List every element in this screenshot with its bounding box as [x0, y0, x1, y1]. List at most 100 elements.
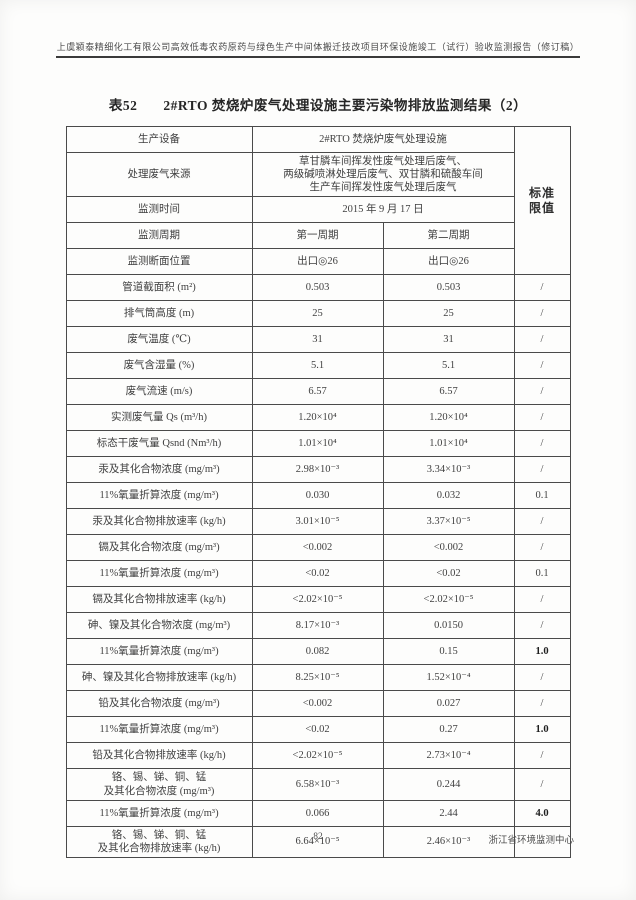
table-row: 废气流速 (m/s) 6.57 6.57 /: [65, 378, 571, 406]
value-cycle1: 6.58×10⁻³: [251, 768, 384, 801]
limit-value: 1.0: [513, 638, 571, 666]
monitoring-table: 生产设备 2#RTO 焚烧炉废气处理设施 标准 限值 处理废气来源 草甘膦车间挥…: [65, 125, 571, 858]
param-label: 废气流速 (m/s): [65, 378, 253, 406]
value-cycle1: 25: [251, 300, 384, 328]
cycle2-header: 第二周期: [382, 222, 515, 250]
value-cycle2: <0.002: [382, 534, 515, 562]
value-cycle2: 0.503: [382, 274, 515, 302]
value-cycle1: <2.02×10⁻⁵: [251, 586, 384, 614]
info-row-position: 监测断面位置 出口◎26 出口◎26: [65, 248, 570, 276]
param-label: 铬、锡、锑、铜、锰 及其化合物排放速率 (kg/h): [65, 825, 253, 858]
table-row: 铅及其化合物排放速率 (kg/h) <2.02×10⁻⁵ 2.73×10⁻⁴ /: [65, 742, 571, 770]
value-cycle2: 0.244: [382, 768, 515, 801]
table-title-text: 2#RTO 焚烧炉废气处理设施主要污染物排放监测结果（2）: [163, 98, 528, 113]
limit-value: /: [513, 508, 571, 536]
param-label: 排气筒高度 (m): [65, 300, 253, 328]
info-row-source: 处理废气来源 草甘膦车间挥发性废气处理后废气、 两级碱喷淋处理后废气、双甘膦和硫…: [65, 151, 570, 198]
value-cycle1: <2.02×10⁻⁵: [251, 742, 384, 770]
value-cycle2: <2.02×10⁻⁵: [382, 586, 515, 614]
value-cycle1: 0.066: [251, 799, 384, 827]
table-row: 铬、锡、锑、铜、锰 及其化合物排放速率 (kg/h) 6.64×10⁻⁵ 2.4…: [65, 825, 571, 858]
table-row: 铬、锡、锑、铜、锰 及其化合物浓度 (mg/m³) 6.58×10⁻³ 0.24…: [65, 768, 571, 801]
value-cycle2: 1.52×10⁻⁴: [382, 664, 515, 692]
param-label: 砷、镍及其化合物排放速率 (kg/h): [65, 664, 253, 692]
page-number: 82: [313, 832, 323, 842]
limit-value: /: [513, 326, 571, 354]
limit-value: /: [513, 534, 571, 562]
value-cycle2: <0.02: [382, 560, 515, 588]
param-label: 11%氧量折算浓度 (mg/m³): [65, 716, 253, 744]
limit-value: /: [513, 300, 571, 328]
value-cycle2: 3.37×10⁻⁵: [382, 508, 515, 536]
param-label: 废气温度 (℃): [65, 326, 253, 354]
limit-value: /: [513, 274, 571, 302]
param-label: 管道截面积 (m²): [65, 274, 253, 302]
table-row: 铅及其化合物浓度 (mg/m³) <0.002 0.027 /: [65, 690, 571, 718]
value-cycle2: 2.44: [382, 799, 515, 827]
value-cycle1: 0.503: [251, 274, 384, 302]
value-cycle1: 2.98×10⁻³: [251, 456, 384, 484]
value-cycle1: 31: [251, 326, 384, 354]
param-label: 11%氧量折算浓度 (mg/m³): [65, 560, 253, 588]
param-label: 11%氧量折算浓度 (mg/m³): [65, 638, 253, 666]
device-value: 2#RTO 焚烧炉废气处理设施: [251, 126, 515, 153]
table-row: 镉及其化合物浓度 (mg/m³) <0.002 <0.002 /: [65, 534, 571, 562]
table-row: 砷、镍及其化合物排放速率 (kg/h) 8.25×10⁻⁵ 1.52×10⁻⁴ …: [65, 664, 571, 692]
value-cycle1: <0.002: [251, 690, 384, 718]
value-cycle1: 6.57: [251, 378, 384, 406]
limit-value: /: [513, 612, 571, 640]
table-row: 砷、镍及其化合物浓度 (mg/m³) 8.17×10⁻³ 0.0150 /: [65, 612, 571, 640]
table-title: 表52 2#RTO 焚烧炉废气处理设施主要污染物排放监测结果（2）: [0, 94, 636, 114]
table-row: 11%氧量折算浓度 (mg/m³) <0.02 0.27 1.0: [65, 716, 571, 744]
table-row: 排气筒高度 (m) 25 25 /: [65, 300, 571, 328]
limit-value: /: [513, 352, 571, 380]
table-row: 汞及其化合物排放速率 (kg/h) 3.01×10⁻⁵ 3.37×10⁻⁵ /: [65, 508, 571, 536]
table-row: 管道截面积 (m²) 0.503 0.503 /: [65, 274, 571, 302]
value-cycle2: 2.73×10⁻⁴: [382, 742, 515, 770]
value-cycle2: 1.20×10⁴: [382, 404, 515, 432]
table-row: 实测废气量 Qs (m³/h) 1.20×10⁴ 1.20×10⁴ /: [65, 404, 571, 432]
limit-value: /: [513, 690, 571, 718]
value-cycle2: 25: [382, 300, 515, 328]
value-cycle2: 2.46×10⁻³: [382, 825, 515, 858]
limit-value: /: [513, 825, 571, 858]
table-row: 标态干废气量 Qsnd (Nm³/h) 1.01×10⁴ 1.01×10⁴ /: [65, 430, 571, 458]
param-label: 废气含湿量 (%): [65, 352, 253, 380]
value-cycle2: 0.032: [382, 482, 515, 510]
param-label: 监测周期: [65, 222, 253, 250]
param-label: 监测断面位置: [65, 248, 253, 276]
value-cycle1: 8.17×10⁻³: [251, 612, 384, 640]
source-value: 草甘膦车间挥发性废气处理后废气、 两级碱喷淋处理后废气、双甘膦和硫酸车间 生产车…: [251, 151, 515, 198]
value-cycle2: 0.027: [382, 690, 515, 718]
header-rule: [56, 56, 580, 58]
param-label: 处理废气来源: [65, 151, 253, 198]
cycle1-header: 第一周期: [251, 222, 384, 250]
limit-value: 1.0: [513, 716, 571, 744]
param-label: 镉及其化合物浓度 (mg/m³): [65, 534, 253, 562]
value-cycle1: 0.030: [251, 482, 384, 510]
value-cycle1: 1.20×10⁴: [251, 404, 384, 432]
limit-value: /: [513, 768, 571, 801]
table-number: 表52: [108, 98, 138, 113]
info-row-cycle: 监测周期 第一周期 第二周期: [65, 222, 570, 250]
position-value-cycle2: 出口◎26: [382, 248, 515, 276]
limit-value: 0.1: [513, 560, 571, 588]
param-label: 标态干废气量 Qsnd (Nm³/h): [65, 430, 253, 458]
param-label: 汞及其化合物浓度 (mg/m³): [65, 456, 253, 484]
value-cycle1: 1.01×10⁴: [251, 430, 384, 458]
footer-organization: 浙江省环境监测中心: [488, 836, 574, 846]
limit-value: /: [513, 742, 571, 770]
limit-value: /: [513, 664, 571, 692]
value-cycle2: 1.01×10⁴: [382, 430, 515, 458]
info-row-time: 监测时间 2015 年 9 月 17 日: [65, 196, 570, 224]
value-cycle2: 0.27: [382, 716, 515, 744]
param-label: 汞及其化合物排放速率 (kg/h): [65, 508, 253, 536]
value-cycle1: <0.002: [251, 534, 384, 562]
header-title-text: 上虞颖泰精细化工有限公司高效低毒农药原药与绿色生产中间体搬迁技改项目环保设施竣工…: [56, 42, 580, 52]
value-cycle1: <0.02: [251, 560, 384, 588]
value-cycle1: 6.64×10⁻⁵: [251, 825, 384, 858]
table-row: 11%氧量折算浓度 (mg/m³) 0.082 0.15 1.0: [65, 638, 571, 666]
param-label: 铬、锡、锑、铜、锰 及其化合物浓度 (mg/m³): [65, 768, 253, 801]
limit-value: /: [513, 430, 571, 458]
